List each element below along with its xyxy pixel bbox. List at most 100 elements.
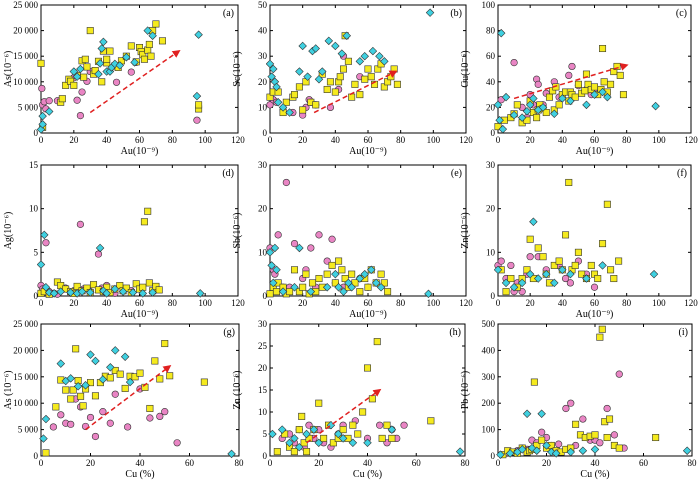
point-diamond bbox=[529, 94, 538, 103]
x-tick-label: 100 bbox=[427, 298, 441, 308]
x-tick-label: 0 bbox=[268, 298, 273, 308]
x-tick-label: 0 bbox=[39, 298, 44, 308]
point-diamond bbox=[290, 434, 299, 443]
point-circle bbox=[307, 244, 315, 252]
panel-tag: (g) bbox=[223, 327, 235, 338]
y-tick-label: 10 000 bbox=[13, 77, 38, 87]
point-circle bbox=[561, 274, 570, 283]
point-square bbox=[363, 364, 371, 372]
x-tick-label: 40 bbox=[136, 458, 146, 468]
point-diamond bbox=[603, 92, 612, 102]
plot-frame bbox=[40, 164, 239, 297]
y-tick-label: 15 bbox=[258, 385, 268, 395]
point-diamond bbox=[266, 248, 275, 257]
point-square bbox=[565, 178, 573, 186]
point-square bbox=[598, 325, 606, 333]
x-tick-label: 60 bbox=[364, 135, 374, 145]
point-diamond bbox=[98, 375, 108, 384]
point-diamond bbox=[455, 447, 465, 456]
point-diamond bbox=[272, 82, 281, 92]
point-square bbox=[147, 52, 155, 60]
x-tick-label: 60 bbox=[590, 298, 600, 308]
point-square bbox=[299, 283, 307, 291]
y-tick-label: 20 bbox=[258, 204, 268, 214]
y-tick-label: 50 bbox=[258, 0, 268, 10]
point-square bbox=[131, 373, 139, 381]
x-tick-label: 40 bbox=[558, 135, 568, 145]
point-diamond bbox=[590, 445, 600, 454]
point-square bbox=[158, 37, 166, 45]
point-diamond bbox=[314, 75, 324, 84]
panel-tag: (c) bbox=[676, 8, 687, 19]
point-diamond bbox=[69, 67, 79, 76]
point-square bbox=[121, 384, 129, 392]
point-square bbox=[606, 415, 614, 423]
point-square bbox=[607, 266, 615, 274]
y-tick-label: 40 bbox=[486, 77, 496, 87]
point-diamond bbox=[95, 243, 105, 253]
point-square bbox=[298, 412, 306, 420]
point-square bbox=[339, 426, 347, 434]
point-diamond bbox=[118, 287, 128, 296]
point-square bbox=[140, 55, 148, 63]
point-diamond bbox=[495, 115, 504, 125]
point-circle bbox=[579, 415, 587, 423]
point-diamond bbox=[334, 283, 343, 292]
point-square bbox=[166, 372, 174, 380]
x-tick-label: 100 bbox=[198, 298, 212, 308]
point-diamond bbox=[529, 217, 538, 226]
x-axis-title: Cu (%) bbox=[125, 469, 154, 480]
point-diamond bbox=[550, 109, 559, 119]
y-tick-label: 100 bbox=[482, 425, 496, 435]
point-diamond bbox=[387, 425, 397, 434]
point-square bbox=[303, 448, 311, 456]
x-tick-label: 20 bbox=[86, 458, 96, 468]
point-square bbox=[161, 340, 169, 348]
y-tick-label: 0 bbox=[491, 128, 496, 138]
point-diamond bbox=[73, 382, 83, 391]
point-square bbox=[615, 444, 623, 452]
point-square bbox=[136, 369, 144, 377]
x-tick-label: 120 bbox=[459, 135, 473, 145]
point-square bbox=[328, 261, 336, 269]
point-square bbox=[42, 449, 50, 457]
point-diamond bbox=[318, 67, 327, 76]
point-square bbox=[572, 420, 580, 428]
point-diamond bbox=[538, 103, 548, 112]
y-tick-label: 80 bbox=[486, 26, 496, 36]
point-diamond bbox=[115, 61, 125, 70]
x-tick-label: 80 bbox=[622, 135, 632, 145]
point-square bbox=[98, 78, 106, 86]
panel-tag: (h) bbox=[449, 327, 461, 338]
y-tick-label: 20 000 bbox=[13, 345, 38, 355]
trend-arrow bbox=[513, 63, 629, 100]
panel-b: 0 20 40 60 80 100 120 0 10 20 30 40 50 Au(10⁻⁹) Sc(10⁻… bbox=[232, 0, 473, 157]
y-tick-label: 5 bbox=[263, 429, 268, 439]
point-square bbox=[58, 95, 66, 103]
point-diamond bbox=[267, 72, 276, 81]
y-tick-label: 20 bbox=[486, 102, 496, 112]
point-diamond bbox=[590, 90, 599, 99]
point-circle bbox=[590, 283, 599, 291]
x-tick-label: 80 bbox=[461, 458, 471, 468]
x-tick-label: 0 bbox=[268, 458, 273, 468]
point-diamond bbox=[331, 41, 340, 51]
y-tick-label: 0 bbox=[34, 451, 39, 461]
point-square bbox=[338, 266, 346, 274]
point-diamond bbox=[598, 261, 607, 270]
x-tick-label: 0 bbox=[496, 135, 501, 145]
point-square bbox=[111, 366, 119, 374]
point-square bbox=[349, 421, 357, 429]
point-diamond bbox=[371, 278, 381, 288]
point-square bbox=[331, 88, 339, 96]
point-diamond bbox=[49, 289, 59, 298]
point-square bbox=[594, 275, 602, 283]
point-diamond bbox=[578, 446, 588, 455]
point-square bbox=[652, 434, 660, 442]
point-square bbox=[562, 231, 570, 239]
point-square bbox=[545, 93, 553, 101]
x-tick-label: 80 bbox=[235, 458, 245, 468]
x-tick-label: 60 bbox=[135, 135, 145, 145]
point-square bbox=[87, 379, 95, 387]
y-tick-label: 30 bbox=[258, 319, 268, 329]
